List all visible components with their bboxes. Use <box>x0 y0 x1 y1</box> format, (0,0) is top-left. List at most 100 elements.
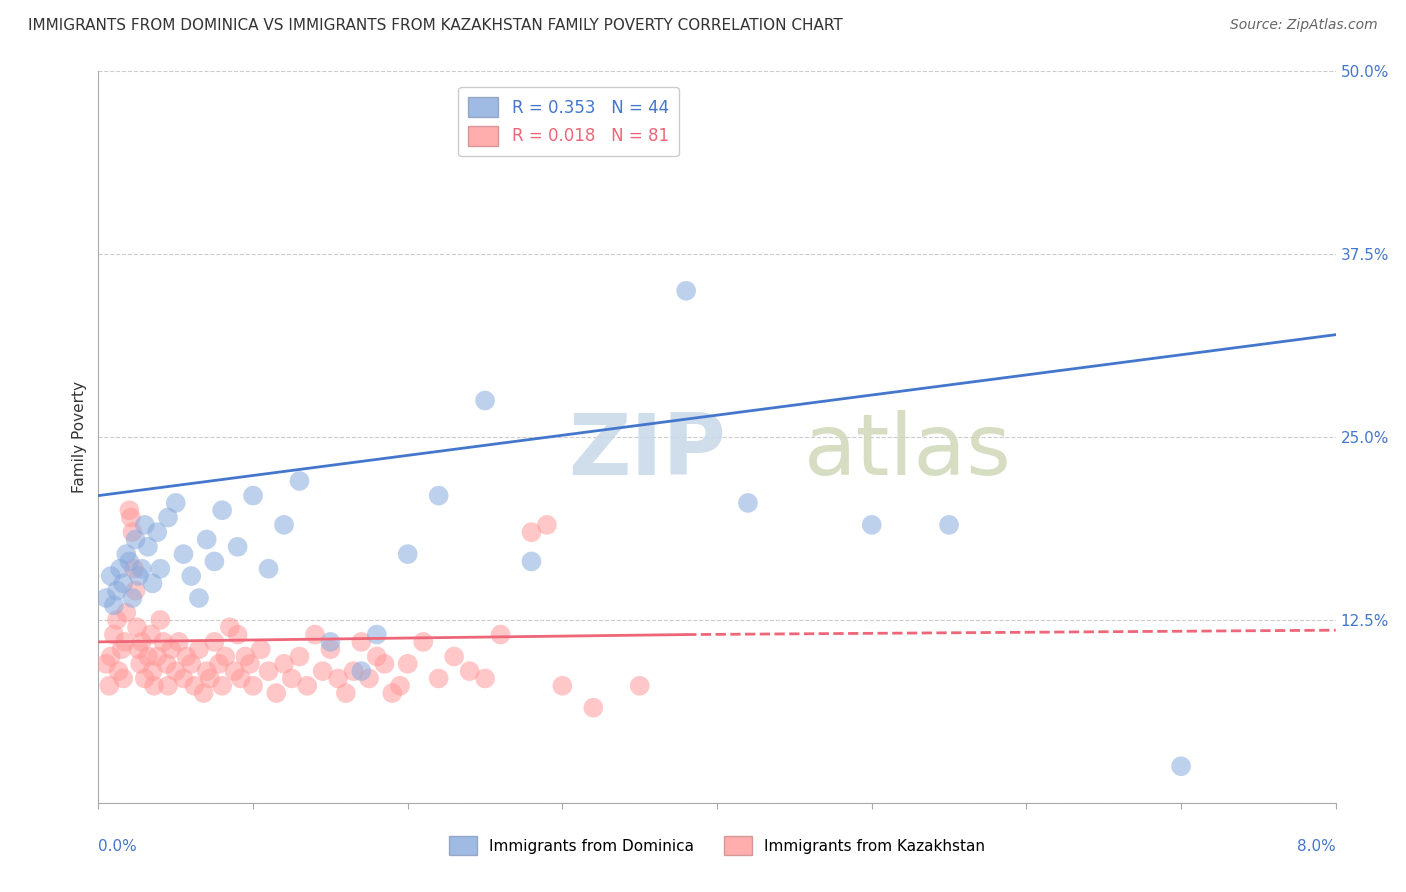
Point <box>108 562 131 576</box>
Point <box>242 489 264 503</box>
Point <box>1170 759 1192 773</box>
Point <box>208 657 231 671</box>
Point <box>226 627 249 641</box>
Point <box>204 554 226 568</box>
Point <box>226 540 249 554</box>
Point <box>374 657 396 671</box>
Point <box>98 679 121 693</box>
Point <box>211 503 233 517</box>
Point <box>183 679 205 693</box>
Point <box>288 649 311 664</box>
Point <box>366 649 388 664</box>
Point <box>551 679 574 693</box>
Legend: Immigrants from Dominica, Immigrants from Kazakhstan: Immigrants from Dominica, Immigrants fro… <box>443 830 991 861</box>
Point <box>350 664 373 678</box>
Point <box>350 635 373 649</box>
Point <box>288 474 311 488</box>
Point <box>938 517 960 532</box>
Text: IMMIGRANTS FROM DOMINICA VS IMMIGRANTS FROM KAZAKHSTAN FAMILY POVERTY CORRELATIO: IMMIGRANTS FROM DOMINICA VS IMMIGRANTS F… <box>28 18 842 33</box>
Point <box>127 620 149 634</box>
Point <box>628 679 651 693</box>
Point <box>124 583 146 598</box>
Point <box>250 642 273 657</box>
Point <box>121 591 143 605</box>
Point <box>124 533 146 547</box>
Point <box>582 700 605 714</box>
Point <box>131 562 153 576</box>
Point <box>675 284 697 298</box>
Point <box>139 627 162 641</box>
Point <box>173 547 195 561</box>
Text: ZIP: ZIP <box>568 410 727 493</box>
Point <box>326 672 350 686</box>
Point <box>443 649 465 664</box>
Point <box>167 635 190 649</box>
Point <box>396 657 419 671</box>
Point <box>100 569 122 583</box>
Point <box>128 569 150 583</box>
Point <box>628 137 651 152</box>
Point <box>122 562 145 576</box>
Point <box>211 679 233 693</box>
Point <box>204 635 226 649</box>
Point <box>105 583 128 598</box>
Point <box>103 599 125 613</box>
Point <box>520 554 543 568</box>
Text: atlas: atlas <box>804 410 1012 493</box>
Point <box>381 686 404 700</box>
Point <box>458 664 481 678</box>
Point <box>188 642 211 657</box>
Point <box>157 510 180 524</box>
Point <box>141 576 165 591</box>
Point <box>224 664 246 678</box>
Point <box>100 649 122 664</box>
Point <box>388 679 412 693</box>
Point <box>319 642 342 657</box>
Point <box>536 517 558 532</box>
Point <box>134 517 156 532</box>
Point <box>146 649 169 664</box>
Point <box>474 393 496 408</box>
Point <box>214 649 236 664</box>
Y-axis label: Family Poverty: Family Poverty <box>72 381 87 493</box>
Point <box>257 562 280 576</box>
Point <box>118 554 141 568</box>
Point <box>180 569 202 583</box>
Point <box>107 664 129 678</box>
Point <box>242 679 264 693</box>
Point <box>160 642 183 657</box>
Point <box>273 517 295 532</box>
Point <box>128 642 150 657</box>
Point <box>143 679 166 693</box>
Point <box>193 686 215 700</box>
Point <box>112 576 135 591</box>
Point <box>176 649 198 664</box>
Point <box>114 635 136 649</box>
Point <box>235 649 257 664</box>
Point <box>121 525 143 540</box>
Point <box>304 627 326 641</box>
Point <box>141 664 165 678</box>
Point <box>136 649 159 664</box>
Point <box>198 672 221 686</box>
Point <box>219 620 242 634</box>
Point <box>165 496 187 510</box>
Point <box>96 591 118 605</box>
Point <box>131 635 153 649</box>
Point <box>157 679 180 693</box>
Point <box>412 635 434 649</box>
Point <box>188 591 211 605</box>
Point <box>195 533 218 547</box>
Point <box>165 664 187 678</box>
Point <box>152 635 174 649</box>
Point <box>155 657 177 671</box>
Point <box>257 664 280 678</box>
Text: Source: ZipAtlas.com: Source: ZipAtlas.com <box>1230 18 1378 32</box>
Point <box>860 517 883 532</box>
Point <box>312 664 335 678</box>
Point <box>319 635 342 649</box>
Point <box>129 657 152 671</box>
Point <box>149 613 172 627</box>
Point <box>195 664 218 678</box>
Point <box>96 657 118 671</box>
